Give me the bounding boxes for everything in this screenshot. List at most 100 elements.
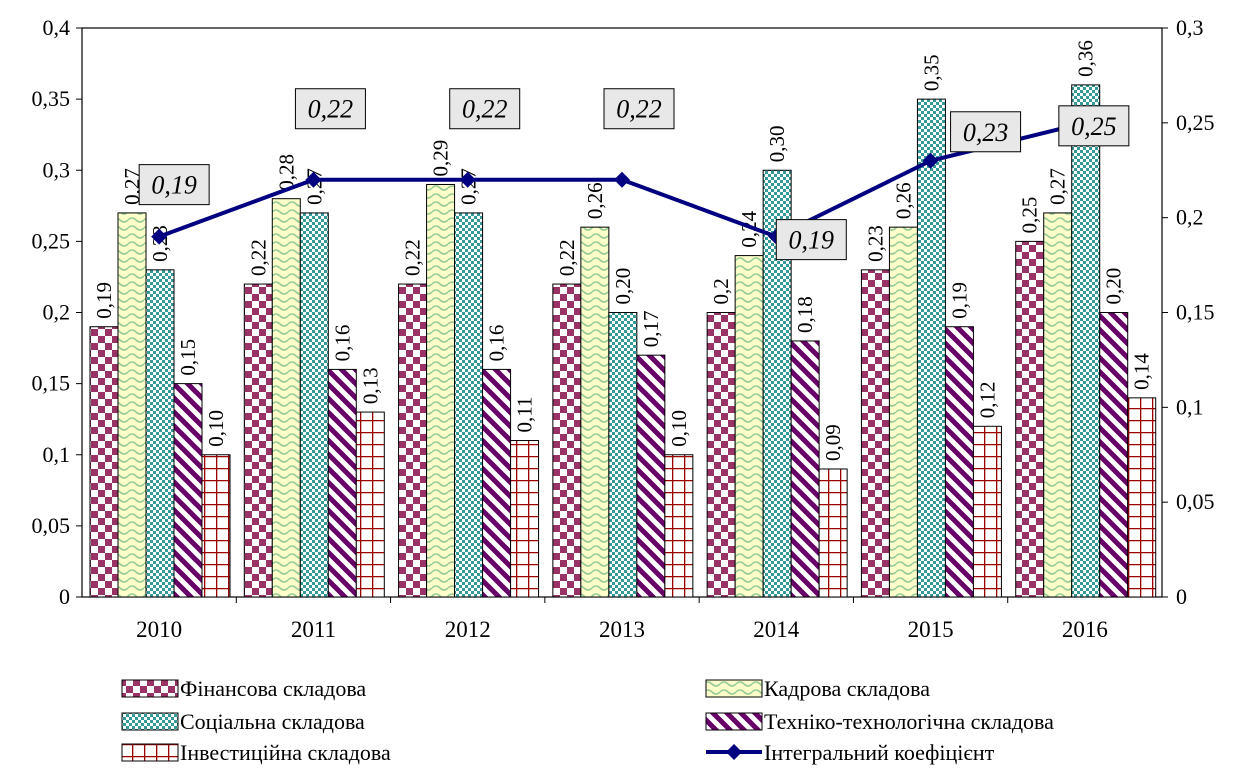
line-marker — [922, 152, 939, 169]
x-tick-label: 2010 — [136, 617, 182, 642]
line-label-box — [1058, 105, 1130, 147]
bar — [580, 226, 610, 598]
bar — [327, 368, 357, 598]
bar — [398, 283, 428, 598]
bar — [271, 198, 301, 598]
bar — [117, 212, 147, 598]
line-marker — [305, 171, 322, 188]
bar-value-label: 0,14 — [1130, 353, 1154, 390]
bar — [1015, 240, 1045, 598]
bar-value-label: 0,22 — [555, 239, 579, 276]
line-label-box — [294, 88, 366, 130]
line-value-label: 0,22 — [616, 95, 662, 124]
bar — [1043, 212, 1073, 598]
y-tick-label: 0,25 — [32, 228, 71, 253]
bar — [706, 312, 736, 598]
x-tick-label: 2011 — [291, 617, 336, 642]
bar-value-label: 0,10 — [667, 410, 691, 447]
x-tick-label: 2016 — [1062, 617, 1108, 642]
bar — [818, 468, 848, 598]
line-marker — [459, 171, 476, 188]
line-value-label: 0,19 — [789, 226, 835, 255]
y2-tick-label: 0,1 — [1176, 394, 1204, 419]
bar — [145, 269, 175, 598]
legend-swatch — [705, 712, 763, 731]
bar-value-label: 0,10 — [204, 410, 228, 447]
bar — [299, 212, 329, 598]
line-label-box — [775, 219, 847, 261]
y-tick-label: 0,4 — [43, 15, 71, 40]
line-value-label: 0,23 — [963, 118, 1009, 147]
y-tick-label: 0,35 — [32, 86, 71, 111]
bar-value-label: 0,26 — [891, 182, 915, 219]
bar — [972, 425, 1002, 598]
bar-value-label: 0,26 — [583, 182, 607, 219]
bar — [790, 340, 820, 598]
bar — [734, 255, 764, 598]
bar — [1099, 312, 1129, 598]
bar — [860, 269, 890, 598]
y2-tick-label: 0,2 — [1176, 205, 1204, 230]
bar-value-label: 0,15 — [176, 339, 200, 376]
line-label-box — [449, 88, 521, 130]
bar-value-label: 0,16 — [485, 325, 509, 362]
bar-value-label: 0,25 — [1018, 197, 1042, 234]
x-tick-label: 2013 — [599, 617, 645, 642]
x-tick-label: 2014 — [753, 617, 800, 642]
legend-marker — [726, 744, 742, 760]
y-tick-label: 0,05 — [32, 513, 71, 538]
legend-label: Кадрова складова — [764, 676, 930, 701]
bar — [1071, 84, 1101, 598]
y2-tick-label: 0,15 — [1176, 300, 1215, 325]
bar — [426, 183, 456, 598]
line-value-label: 0,19 — [151, 171, 197, 200]
bar-value-label: 0,28 — [274, 154, 298, 191]
legend-swatch — [121, 712, 179, 731]
y-tick-label: 0 — [59, 584, 70, 609]
bar-value-label: 0,17 — [639, 310, 663, 347]
bar — [636, 354, 666, 598]
bar-value-label: 0,23 — [863, 225, 887, 262]
y2-tick-label: 0,05 — [1176, 489, 1215, 514]
y2-tick-label: 0 — [1176, 584, 1187, 609]
bar-value-label: 0,09 — [821, 424, 845, 461]
bar-value-label: 0,36 — [1074, 40, 1098, 77]
bar-value-label: 0,22 — [401, 239, 425, 276]
bar — [454, 212, 484, 598]
bar — [916, 98, 946, 598]
line-value-label: 0,22 — [462, 95, 508, 124]
bar-value-label: 0,2 — [709, 278, 733, 304]
legend-label: Техніко-технологічна складова — [764, 709, 1054, 734]
bar — [552, 283, 582, 598]
line-marker — [151, 228, 168, 245]
y2-tick-label: 0,25 — [1176, 110, 1215, 135]
bar — [173, 383, 203, 598]
line-label-box — [603, 88, 675, 130]
bar-value-label: 0,20 — [1102, 268, 1126, 305]
bar — [1127, 397, 1157, 598]
line-label-box — [950, 111, 1022, 153]
line-marker — [614, 171, 630, 188]
legend-label: Соціальна складова — [180, 709, 365, 734]
y-tick-label: 0,1 — [43, 442, 71, 467]
bar — [482, 368, 512, 598]
x-tick-label: 2012 — [445, 617, 491, 642]
legend-label: Інвестиційна складова — [180, 740, 391, 765]
bar-value-label: 0,29 — [429, 140, 453, 177]
bar-value-label: 0,19 — [92, 282, 116, 319]
bar — [89, 326, 119, 598]
bar — [888, 226, 918, 598]
plot-area: 0 0,05 0,1 0,15 0,2 0,25 0,3 0,35 0,4 0 0,05 0,1 0,1… — [32, 15, 1215, 642]
legend-swatch — [121, 679, 179, 698]
bar — [243, 283, 273, 598]
x-tick-label: 2015 — [908, 617, 954, 642]
legend-swatch — [705, 679, 763, 698]
y-tick-label: 0,2 — [43, 300, 71, 325]
bar-value-label: 0,22 — [246, 239, 270, 276]
bar-value-label: 0,30 — [765, 126, 789, 163]
line-label-box — [138, 164, 210, 206]
legend-label: Фінансова складова — [180, 676, 366, 701]
bar-value-label: 0,19 — [947, 282, 971, 319]
bar — [664, 454, 694, 598]
